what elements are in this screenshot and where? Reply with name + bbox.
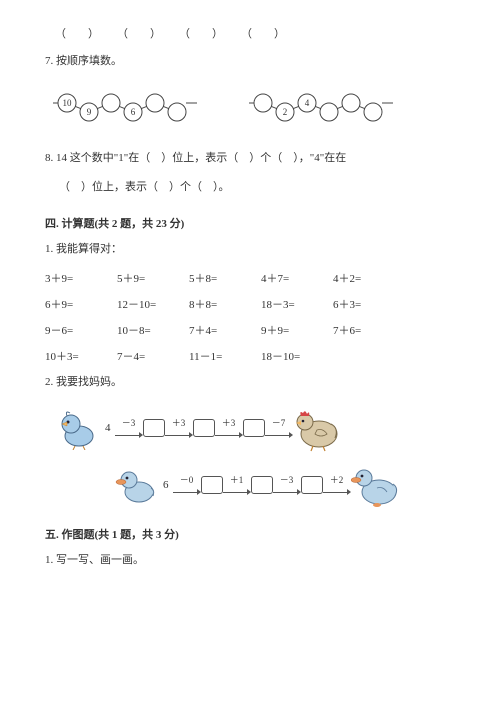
arrow-icon xyxy=(323,488,351,496)
blank-4: （ ） xyxy=(241,25,285,41)
find-mom-diagram: 4 －3 ＋3 ＋3 －7 6 －0 ＋1 －3 ＋2 xyxy=(45,404,455,508)
chain-step: ＋3 xyxy=(215,416,265,439)
svg-text:2: 2 xyxy=(283,107,288,117)
equation-cell: 4＋2= xyxy=(333,270,405,286)
arrow-icon xyxy=(223,488,251,496)
equation-cell: 18－10= xyxy=(261,348,333,364)
chain-op-label: －0 xyxy=(173,473,201,486)
chick-icon xyxy=(55,406,101,450)
question-4-2: 2. 我要找妈妈。 xyxy=(45,374,455,392)
chain-step: －3 xyxy=(115,416,165,439)
chain-op-label: －7 xyxy=(265,416,293,429)
equation-cell: 9＋9= xyxy=(261,322,333,338)
arrow-icon xyxy=(165,431,193,439)
question-7: 7. 按顺序填数。 xyxy=(45,53,455,71)
question-5-1: 1. 写一写、画一画。 xyxy=(45,552,455,570)
answer-box xyxy=(193,419,215,437)
equation-row: 9－6=10－8=7＋4=9＋9=7＋6= xyxy=(45,322,455,338)
answer-box xyxy=(251,476,273,494)
equation-row: 6＋9=12－10=8＋8=18－3=6＋3= xyxy=(45,296,455,312)
equation-cell: 7＋6= xyxy=(333,322,405,338)
answer-box xyxy=(201,476,223,494)
arrow-icon xyxy=(215,431,243,439)
answer-box xyxy=(243,419,265,437)
arrow-icon xyxy=(173,488,201,496)
chain-step: －3 xyxy=(273,473,323,496)
equation-cell: 4＋7= xyxy=(261,270,333,286)
equation-cell: 10－8= xyxy=(117,322,189,338)
arrow-icon xyxy=(273,488,301,496)
equation-cell: 7－4= xyxy=(117,348,189,364)
arrow-icon xyxy=(115,431,143,439)
question-8-line2: （ ）位上，表示（ ）个（ ）。 xyxy=(45,179,455,197)
equation-row: 3＋9=5＋9=5＋8=4＋7=4＋2= xyxy=(45,270,455,286)
chain-op-label: －3 xyxy=(115,416,143,429)
chain-step: ＋2 xyxy=(323,473,351,496)
equation-cell: 12－10= xyxy=(117,296,189,312)
equation-cell: 18－3= xyxy=(261,296,333,312)
equation-cell: 9－6= xyxy=(45,322,117,338)
answer-box xyxy=(301,476,323,494)
svg-text:6: 6 xyxy=(131,107,136,117)
chain-op-label: ＋3 xyxy=(165,416,193,429)
chain-row-2: 6 －0 ＋1 －3 ＋2 xyxy=(115,462,455,508)
answer-box xyxy=(143,419,165,437)
chain-row-1: 4 －3 ＋3 ＋3 －7 xyxy=(55,404,455,452)
chain-op-label: ＋2 xyxy=(323,473,351,486)
duckling-icon xyxy=(115,464,159,506)
arrow-icon xyxy=(265,431,293,439)
blank-parentheses-row: （ ） （ ） （ ） （ ） xyxy=(45,25,455,41)
equation-cell xyxy=(333,348,405,364)
svg-text:10: 10 xyxy=(63,98,73,108)
equation-cell: 6＋9= xyxy=(45,296,117,312)
equation-cell: 7＋4= xyxy=(189,322,261,338)
section-5-heading: 五. 作图题(共 1 题，共 3 分) xyxy=(45,526,455,542)
equation-cell: 5＋9= xyxy=(117,270,189,286)
blank-3: （ ） xyxy=(179,25,223,41)
question-4-1: 1. 我能算得对： xyxy=(45,241,455,259)
equation-cell: 5＋8= xyxy=(189,270,261,286)
question-8-line1: 8. 14 这个数中"1"在（ ）位上，表示（ ）个（ ），"4"在在 xyxy=(45,150,455,168)
equation-row: 10＋3=7－4=11－1=18－10= xyxy=(45,348,455,364)
chain-op-label: ＋1 xyxy=(223,473,251,486)
equation-cell: 10＋3= xyxy=(45,348,117,364)
equation-cell: 8＋8= xyxy=(189,296,261,312)
chain-step: ＋1 xyxy=(223,473,273,496)
chain-step: －7 xyxy=(265,416,293,439)
chain-step: －0 xyxy=(173,473,223,496)
sequence-svg: 10 9 6 2 4 xyxy=(45,83,445,133)
svg-text:9: 9 xyxy=(87,107,92,117)
duck-icon xyxy=(351,462,401,508)
equation-grid: 3＋9=5＋9=5＋8=4＋7=4＋2= 6＋9=12－10=8＋8=18－3=6… xyxy=(45,270,455,364)
blank-2: （ ） xyxy=(117,25,161,41)
sequence-diagram: 10 9 6 2 4 xyxy=(45,83,455,136)
chain2-start: 6 xyxy=(163,479,169,491)
hen-icon xyxy=(293,404,343,452)
chain-op-label: ＋3 xyxy=(215,416,243,429)
blank-1: （ ） xyxy=(55,25,99,41)
equation-cell: 6＋3= xyxy=(333,296,405,312)
section-4-heading: 四. 计算题(共 2 题，共 23 分) xyxy=(45,215,455,231)
equation-cell: 11－1= xyxy=(189,348,261,364)
chain-step: ＋3 xyxy=(165,416,215,439)
chain1-start: 4 xyxy=(105,422,111,434)
svg-text:4: 4 xyxy=(305,98,310,108)
chain-op-label: －3 xyxy=(273,473,301,486)
equation-cell: 3＋9= xyxy=(45,270,117,286)
